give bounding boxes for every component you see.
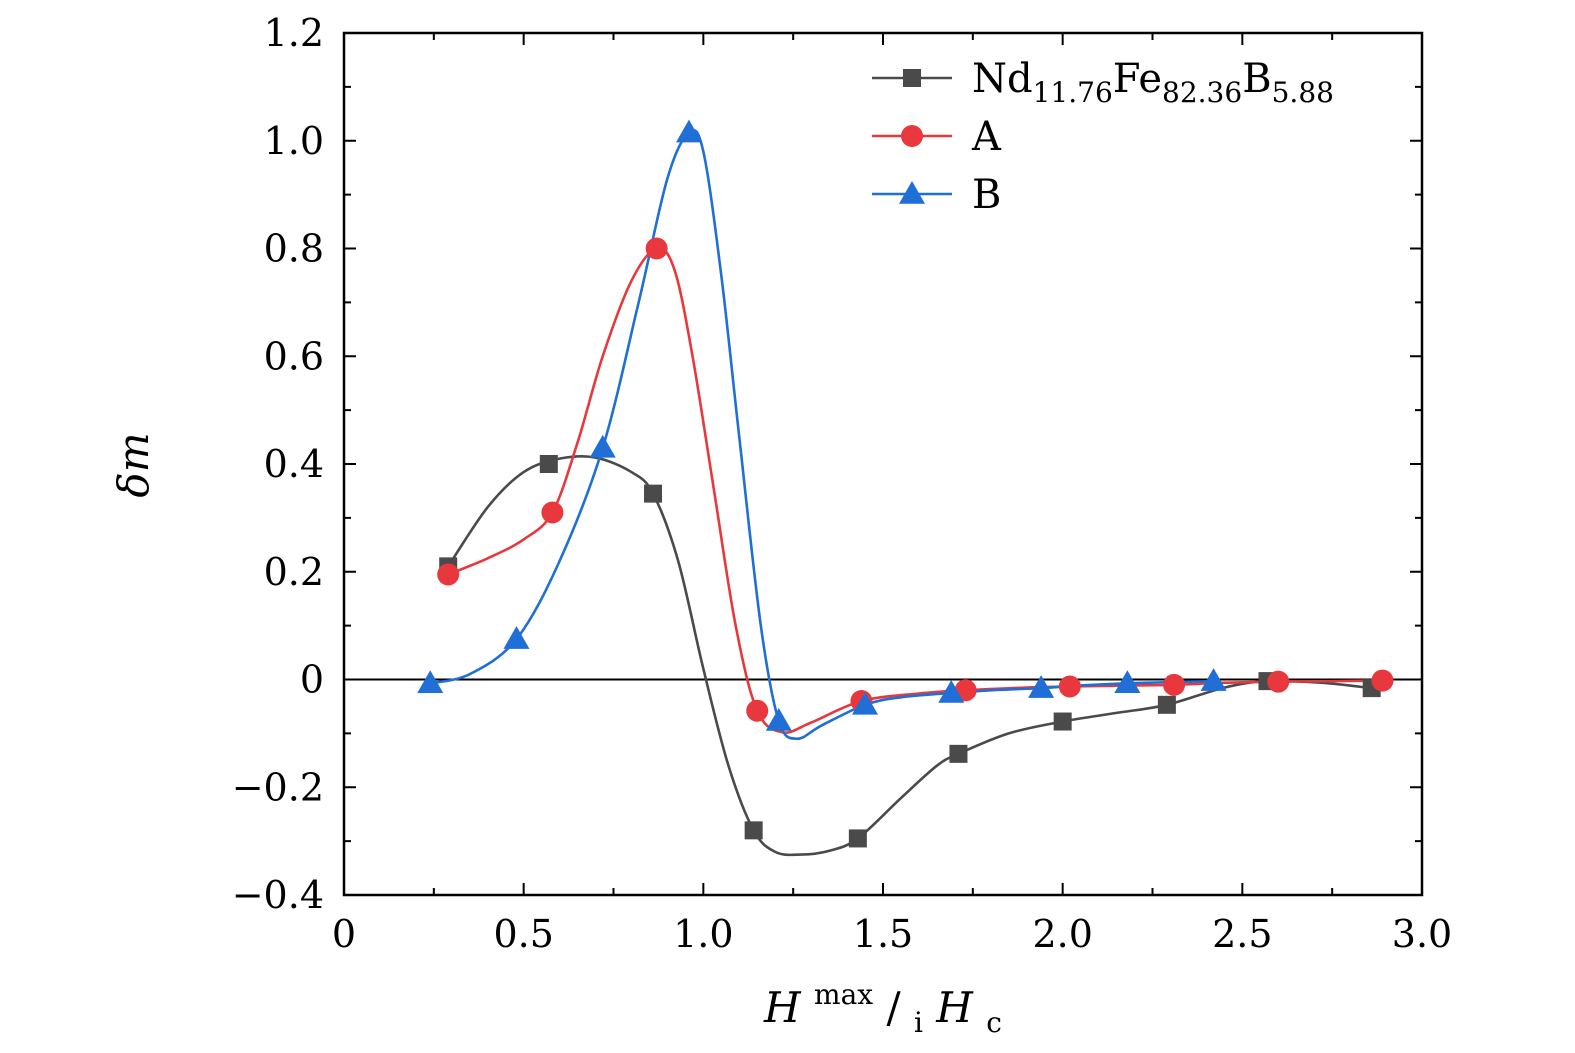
x-tick-label: 2.5: [1212, 912, 1272, 956]
x-title-sup: max: [814, 978, 873, 1011]
legend-marker-0: [903, 69, 921, 87]
data-point-0-7: [1157, 695, 1176, 714]
x-axis-title: H max / i H c: [763, 965, 1002, 1042]
data-point-0-3: [744, 821, 763, 840]
data-point-0-1: [539, 455, 558, 473]
legend-label-1: A: [971, 114, 1002, 160]
y-tick-label: 0: [300, 658, 324, 702]
y-tick-label: −0.2: [232, 765, 324, 809]
y-axis-title: δm: [109, 432, 158, 497]
data-point-2-9: [1200, 668, 1227, 691]
data-point-1-6: [1058, 675, 1081, 698]
x-title-sub2: c: [986, 1006, 1002, 1039]
data-point-1-2: [645, 237, 668, 260]
data-point-2-3: [675, 119, 702, 143]
axis-ticks: 0 0.5 1.0 1.5 2.0 2.5 3.0 −0.4 −0.2 0 0.2 0.4 0.6 0.8…: [232, 11, 1453, 956]
data-point-2-4: [765, 707, 792, 731]
legend: Nd11.76Fe82.36B5.88 AB: [872, 56, 1334, 218]
x-title-base: H: [763, 983, 802, 1032]
x-title-presub: i: [914, 1006, 923, 1039]
series-line-2: [429, 129, 1214, 741]
data-point-2-6: [938, 679, 965, 703]
x-title-slash: /: [886, 983, 901, 1032]
x-tick-label: 0.5: [493, 912, 553, 956]
y-tick-label: −0.4: [232, 873, 324, 917]
data-point-2-5: [852, 691, 879, 715]
x-tick-label: 0: [332, 912, 356, 956]
data-point-1-0: [437, 563, 460, 586]
y-tick-label: 0.2: [264, 550, 324, 594]
data-point-0-5: [949, 744, 968, 763]
series-markers: [417, 119, 1394, 848]
data-point-2-0: [417, 670, 444, 694]
data-point-1-8: [1267, 670, 1290, 693]
data-point-2-8: [1114, 670, 1141, 694]
x-tick-label: 1.5: [853, 912, 913, 956]
x-tick-label: 3.0: [1392, 912, 1452, 956]
data-point-2-2: [589, 434, 616, 458]
legend-label-0: Nd11.76Fe82.36B5.88: [972, 56, 1334, 109]
data-point-1-1: [541, 501, 564, 524]
data-point-0-2: [644, 484, 663, 503]
y-tick-label: 0.4: [264, 442, 324, 486]
data-point-0-6: [1053, 712, 1072, 731]
data-point-1-7: [1163, 673, 1186, 696]
legend-marker-2: [899, 181, 925, 204]
series-line-0: [447, 454, 1372, 857]
data-point-1-9: [1371, 669, 1394, 692]
x-tick-label: 1.0: [673, 912, 733, 956]
data-point-2-7: [1028, 675, 1055, 698]
y-tick-label: 1.0: [264, 119, 324, 163]
y-tick-label: 1.2: [264, 11, 324, 55]
y-tick-label: 0.8: [264, 227, 324, 271]
legend-label-2: B: [972, 172, 1001, 218]
x-title-base2: H: [935, 983, 974, 1032]
data-point-2-1: [503, 626, 530, 649]
x-tick-label: 2.0: [1032, 912, 1092, 956]
legend-marker-1: [901, 125, 923, 147]
data-point-0-4: [848, 829, 867, 848]
y-tick-label: 0.6: [264, 334, 324, 378]
data-point-1-3: [746, 699, 769, 722]
